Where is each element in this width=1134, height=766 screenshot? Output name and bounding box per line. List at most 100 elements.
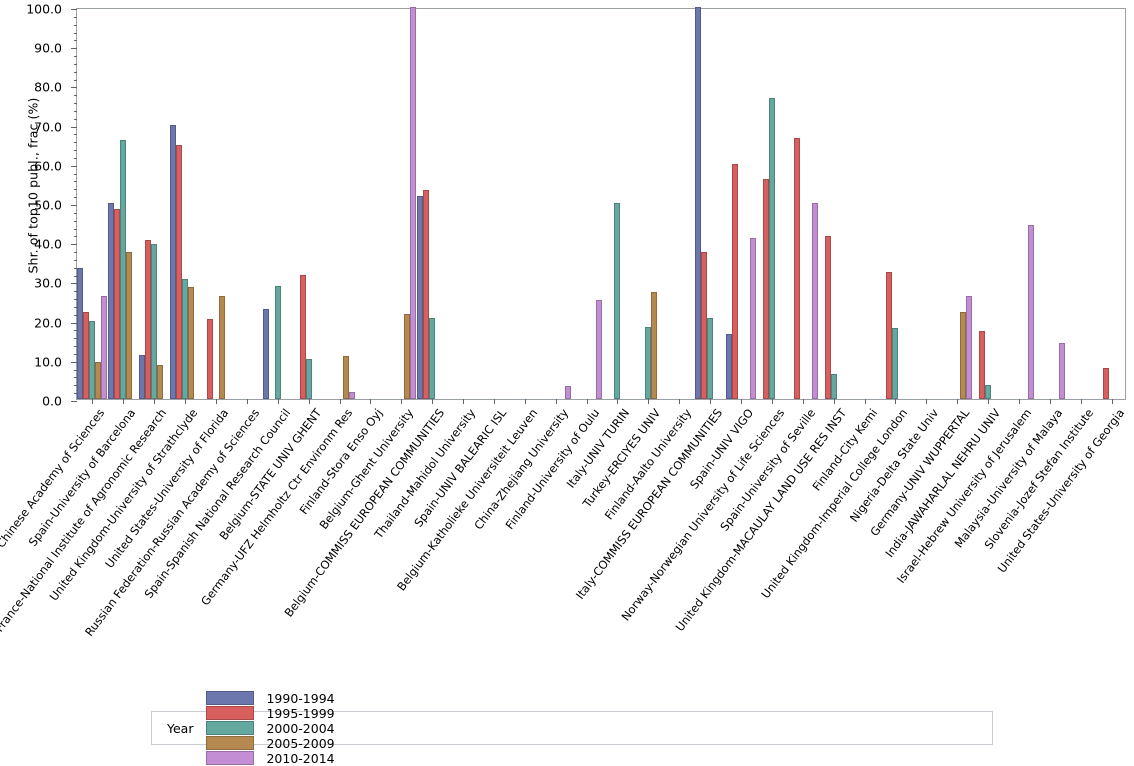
bar[interactable] [120, 139, 127, 399]
y-axis-minor-tick-mark [73, 24, 77, 26]
y-axis-minor-tick-mark [73, 259, 77, 261]
x-axis-tick-mark [802, 399, 804, 404]
x-axis-tick-mark [771, 399, 773, 404]
x-axis-tick-mark [864, 399, 866, 404]
bar[interactable] [886, 272, 893, 399]
y-axis-minor-tick-mark [73, 291, 77, 293]
y-axis-minor-tick-mark [73, 95, 77, 97]
bar[interactable] [979, 331, 986, 399]
bar[interactable] [108, 203, 115, 399]
bar[interactable] [176, 144, 183, 399]
bar[interactable] [182, 279, 189, 399]
bar[interactable] [157, 365, 164, 399]
bar[interactable] [262, 309, 269, 399]
x-axis-tick-mark [555, 399, 557, 404]
legend-entry[interactable]: 2000-2004 [206, 721, 335, 736]
bar[interactable] [824, 235, 831, 399]
bar[interactable] [614, 202, 621, 399]
y-axis-tick-mark [71, 361, 77, 363]
x-axis-tick-mark [586, 399, 588, 404]
bar[interactable] [170, 124, 177, 399]
bar[interactable] [188, 286, 195, 399]
y-axis-tick-mark [71, 205, 77, 206]
bar[interactable] [985, 384, 992, 399]
bar[interactable] [417, 196, 424, 399]
bar[interactable] [429, 318, 436, 399]
bar[interactable] [731, 163, 738, 399]
bar[interactable] [960, 312, 967, 399]
y-axis-minor-tick-mark [73, 299, 77, 301]
bar[interactable] [1102, 368, 1109, 399]
bar[interactable] [749, 237, 756, 399]
bar[interactable] [707, 318, 714, 399]
bar[interactable] [348, 391, 355, 399]
bar[interactable] [299, 274, 306, 399]
x-axis-tick-mark [1049, 399, 1051, 404]
bar[interactable] [83, 311, 90, 399]
bar[interactable] [114, 209, 121, 399]
bar[interactable] [342, 355, 349, 399]
bar[interactable] [206, 318, 213, 399]
bar[interactable] [811, 202, 818, 399]
legend-label: 2010-2014 [266, 750, 335, 766]
bar[interactable] [892, 328, 899, 399]
y-axis-minor-tick-mark [73, 212, 77, 214]
bar[interactable] [793, 137, 800, 399]
bar[interactable] [830, 374, 837, 399]
y-axis-minor-tick-mark [73, 32, 77, 34]
bar[interactable] [762, 178, 769, 399]
y-axis-minor-tick-mark [73, 330, 77, 332]
bar[interactable] [305, 359, 312, 399]
bar[interactable] [95, 362, 102, 399]
bar[interactable] [595, 300, 602, 399]
y-axis-tick-label: 30.0 [34, 275, 62, 291]
y-axis-minor-tick-mark [73, 40, 77, 42]
bar[interactable] [645, 327, 652, 399]
bar[interactable] [1027, 224, 1034, 399]
bar[interactable] [966, 295, 973, 399]
y-axis-minor-tick-mark [73, 393, 77, 395]
bar[interactable] [423, 190, 430, 399]
y-axis-minor-tick-mark [73, 338, 77, 340]
bar[interactable] [404, 314, 411, 399]
legend-color-swatch [206, 691, 255, 705]
y-axis-minor-tick-mark [73, 236, 77, 238]
bar[interactable] [725, 333, 732, 399]
x-axis-tick-mark [679, 399, 681, 404]
bar[interactable] [77, 268, 84, 399]
bar[interactable] [1058, 342, 1065, 399]
bar[interactable] [101, 295, 108, 399]
x-axis-tick-mark [123, 399, 125, 404]
legend-entry[interactable]: 1995-1999 [206, 705, 335, 721]
bar[interactable] [695, 7, 702, 399]
bar[interactable] [651, 291, 658, 399]
legend-entry[interactable]: 2005-2009 [206, 736, 335, 751]
y-axis-tick-mark [71, 283, 77, 285]
bar[interactable] [564, 386, 571, 399]
legend-entry[interactable]: 2010-2014 [206, 750, 335, 766]
y-axis-tick-label: 0.0 [42, 393, 62, 409]
bar[interactable] [89, 320, 96, 399]
x-axis-tick-mark [895, 399, 897, 404]
bar[interactable] [768, 97, 775, 399]
bar[interactable] [701, 252, 708, 399]
bar[interactable] [274, 285, 281, 399]
y-axis-minor-tick-mark [73, 110, 77, 112]
y-axis-minor-tick-mark [73, 103, 77, 105]
bar[interactable] [126, 252, 133, 399]
y-axis-tick-label: 40.0 [34, 236, 62, 252]
y-axis-minor-tick-mark [73, 63, 77, 65]
bar[interactable] [139, 355, 146, 399]
x-axis-tick-mark [432, 399, 434, 404]
legend: Year 1990-1994 1995-1999 2000-2004 2005-200… [151, 691, 993, 766]
legend-label: 1995-1999 [266, 705, 335, 721]
y-axis-minor-tick-mark [73, 267, 77, 269]
x-axis-tick-mark [1080, 399, 1082, 404]
bar[interactable] [410, 7, 417, 399]
y-axis-minor-tick-mark [73, 346, 77, 348]
bar[interactable] [145, 240, 152, 399]
bar[interactable] [218, 295, 225, 399]
bar[interactable] [151, 244, 158, 399]
legend-entry[interactable]: 1990-1994 [206, 691, 335, 706]
